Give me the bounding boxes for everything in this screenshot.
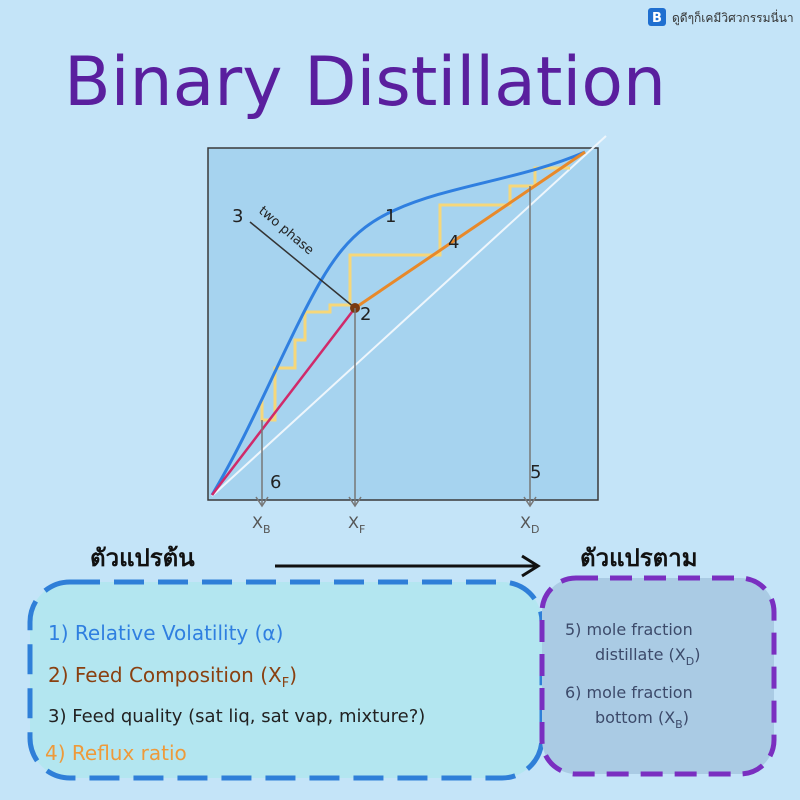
label-2: 2: [360, 304, 371, 325]
diagonal: [211, 135, 607, 497]
label-1: 1: [385, 206, 396, 227]
input-item: 3) Feed quality (sat liq, sat vap, mixtu…: [48, 706, 425, 727]
badge-text: ดูดีๆก็เคมีวิศวกรรมนี่นา: [672, 9, 794, 26]
flow-arrowhead: [521, 554, 541, 578]
label-6: 6: [270, 472, 281, 493]
axis-xd: XD: [520, 513, 539, 536]
title: Binary Distillation: [64, 43, 666, 122]
q-line: [249, 221, 356, 309]
input-item: 1) Relative Volatility (α): [48, 621, 283, 645]
stages: [260, 166, 570, 422]
outputs-box: [539, 575, 777, 777]
stripping-line: [211, 307, 356, 496]
output-item: distillate (XD): [595, 645, 701, 668]
axis-xf: XF: [348, 513, 365, 536]
equilibrium-curve: [210, 150, 586, 496]
label-3: 3: [232, 206, 243, 227]
badge-box: [648, 8, 666, 26]
rectifying-line: [354, 150, 586, 310]
independent-label: ตัวแปรต้น: [90, 544, 195, 572]
input-item: 4) Reflux ratio: [45, 741, 187, 765]
output-item: 5) mole fraction: [565, 620, 693, 639]
input-item: 2) Feed Composition (XF): [48, 663, 297, 691]
dependent-label: ตัวแปรตาม: [580, 544, 698, 572]
label-5: 5: [530, 462, 541, 483]
output-item: 6) mole fraction: [565, 683, 693, 702]
label-4: 4: [448, 232, 459, 253]
output-item: bottom (XB): [595, 708, 689, 731]
badge-icon: B: [652, 11, 662, 26]
axis-xb: XB: [252, 513, 271, 536]
drop-arrows: [255, 186, 537, 508]
